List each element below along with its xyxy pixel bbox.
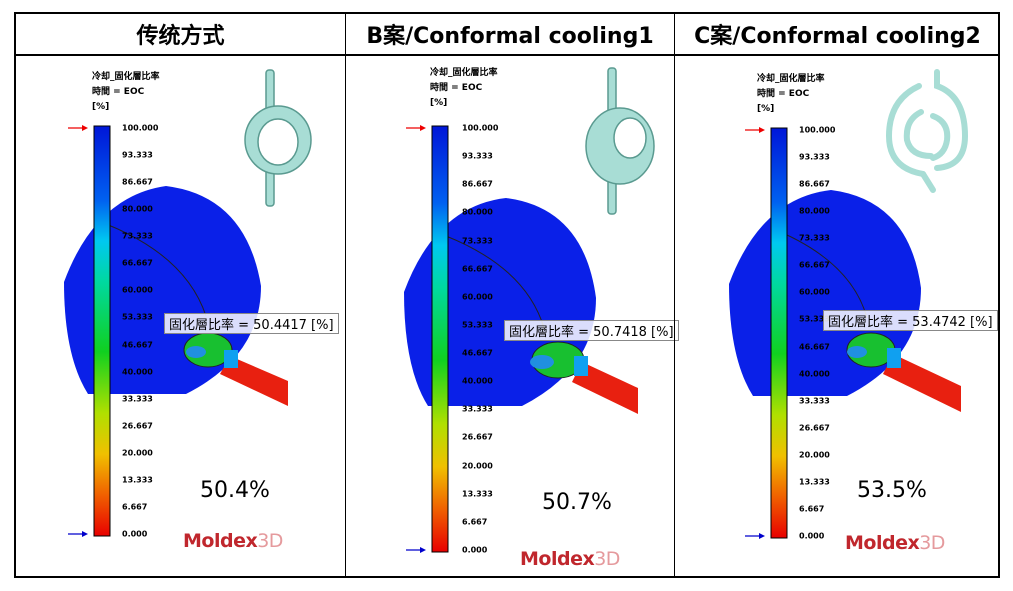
legend-tick-label: 13.333: [122, 475, 153, 485]
legend-tick-label: 73.333: [122, 231, 153, 241]
probe-label: 固化層比率 = 50.4417 [%]: [164, 313, 339, 334]
legend-time: 時間 = EOC: [757, 89, 810, 99]
nozzle: [572, 362, 638, 414]
legend-tick-label: 93.333: [462, 151, 493, 161]
legend-tick-label: 60.000: [799, 287, 830, 297]
color-bar: [770, 127, 788, 539]
legend-tick-label: 80.000: [122, 204, 153, 214]
probe-label: 固化層比率 = 50.7418 [%]: [504, 320, 679, 341]
legend-title: 冷却_固化層比率: [430, 68, 498, 78]
legend-tick-label: 20.000: [122, 448, 153, 458]
moldex3d-logo: Moldex3D: [845, 532, 945, 554]
legend-tick-label: 33.333: [462, 404, 493, 414]
legend-tick-label: 13.333: [799, 477, 830, 487]
simulation-panel: 冷却_固化層比率 時間 = EOC [%] 100.000 93.333 86.66…: [675, 56, 1000, 576]
probe-label: 固化層比率 = 53.4742 [%]: [823, 310, 998, 331]
percent-result: 50.7%: [542, 490, 612, 515]
percent-result: 50.4%: [200, 478, 270, 503]
legend-tick-label: 46.667: [462, 348, 493, 358]
legend-tick-label: 66.667: [799, 260, 830, 270]
cooling-channel-icon: [244, 69, 312, 207]
cooling-channel-icon: [585, 67, 655, 215]
simulation-panel: 冷却_固化層比率 時間 = EOC [%] 100.000 93.333 86.66…: [346, 56, 679, 576]
column-traditional: 传统方式: [16, 14, 345, 576]
legend-tick-label: 66.667: [462, 264, 493, 274]
legend-tick-label: 33.333: [122, 394, 153, 404]
legend-tick-label: 6.667: [462, 517, 488, 527]
legend-tick-label: 93.333: [799, 152, 830, 162]
legend-tick-label: 46.667: [122, 340, 153, 350]
legend-time: 時間 = EOC: [430, 83, 483, 93]
legend-tick-label: 100.000: [799, 125, 836, 135]
legend-tick-label: 33.333: [799, 396, 830, 406]
legend-tick-label: 6.667: [799, 504, 825, 514]
legend-tick-label: 86.667: [462, 179, 493, 189]
legend-tick-label: 0.000: [462, 545, 488, 555]
color-bar: [431, 125, 449, 553]
legend-tick-label: 93.333: [122, 150, 153, 160]
comparison-grid: 传统方式: [14, 12, 1000, 578]
legend-tick-label: 80.000: [799, 206, 830, 216]
cooling-channel-icon: [885, 69, 969, 193]
simulation-graphic: [404, 67, 655, 553]
legend-tick-label: 6.667: [122, 502, 148, 512]
legend-tick-label: 26.667: [462, 432, 493, 442]
column-title: B案/Conformal cooling1: [346, 14, 674, 56]
nozzle: [220, 356, 288, 406]
legend-title: 冷却_固化層比率: [92, 72, 160, 82]
nozzle: [883, 354, 961, 412]
simulation-panel: 冷却_固化層比率 時間 = EOC [%] 100.000 93.333 86.66…: [16, 56, 345, 576]
legend-tick-label: 100.000: [462, 123, 499, 133]
column-conformal-2: C案/Conformal cooling2: [674, 14, 1000, 576]
legend-tick-label: 0.000: [799, 531, 825, 541]
legend-tick-label: 73.333: [462, 236, 493, 246]
moldex3d-logo: Moldex3D: [183, 530, 283, 552]
legend-tick-label: 53.333: [122, 312, 153, 322]
legend-tick-label: 40.000: [462, 376, 493, 386]
column-title: 传统方式: [16, 14, 345, 56]
legend-tick-label: 13.333: [462, 489, 493, 499]
percent-result: 53.5%: [857, 478, 927, 503]
legend-tick-label: 100.000: [122, 123, 159, 133]
legend-tick-label: 53.333: [462, 320, 493, 330]
legend-tick-label: 26.667: [799, 423, 830, 433]
legend-tick-label: 60.000: [122, 285, 153, 295]
legend-tick-label: 53.333: [799, 314, 830, 324]
legend-unit: [%]: [430, 98, 448, 108]
legend-tick-label: 86.667: [122, 177, 153, 187]
color-bar: [93, 125, 111, 537]
legend-tick-label: 73.333: [799, 233, 830, 243]
column-title: C案/Conformal cooling2: [675, 14, 1000, 56]
legend-tick-label: 26.667: [122, 421, 153, 431]
moldex3d-logo: Moldex3D: [520, 548, 620, 570]
legend-unit: [%]: [757, 104, 775, 114]
simulation-graphic: [64, 69, 312, 537]
legend-title: 冷却_固化層比率: [757, 74, 825, 84]
legend-tick-label: 20.000: [462, 461, 493, 471]
legend-unit: [%]: [92, 102, 110, 112]
legend-tick-label: 20.000: [799, 450, 830, 460]
legend-tick-label: 60.000: [462, 292, 493, 302]
legend-tick-label: 66.667: [122, 258, 153, 268]
legend-tick-label: 86.667: [799, 179, 830, 189]
legend-tick-label: 40.000: [799, 369, 830, 379]
legend-tick-label: 80.000: [462, 207, 493, 217]
legend-tick-label: 0.000: [122, 529, 148, 539]
legend-tick-label: 40.000: [122, 367, 153, 377]
simulation-graphic: [729, 69, 969, 539]
legend-time: 時間 = EOC: [92, 87, 145, 97]
column-conformal-1: B案/Conformal cooling1: [345, 14, 679, 576]
legend-tick-label: 46.667: [799, 342, 830, 352]
